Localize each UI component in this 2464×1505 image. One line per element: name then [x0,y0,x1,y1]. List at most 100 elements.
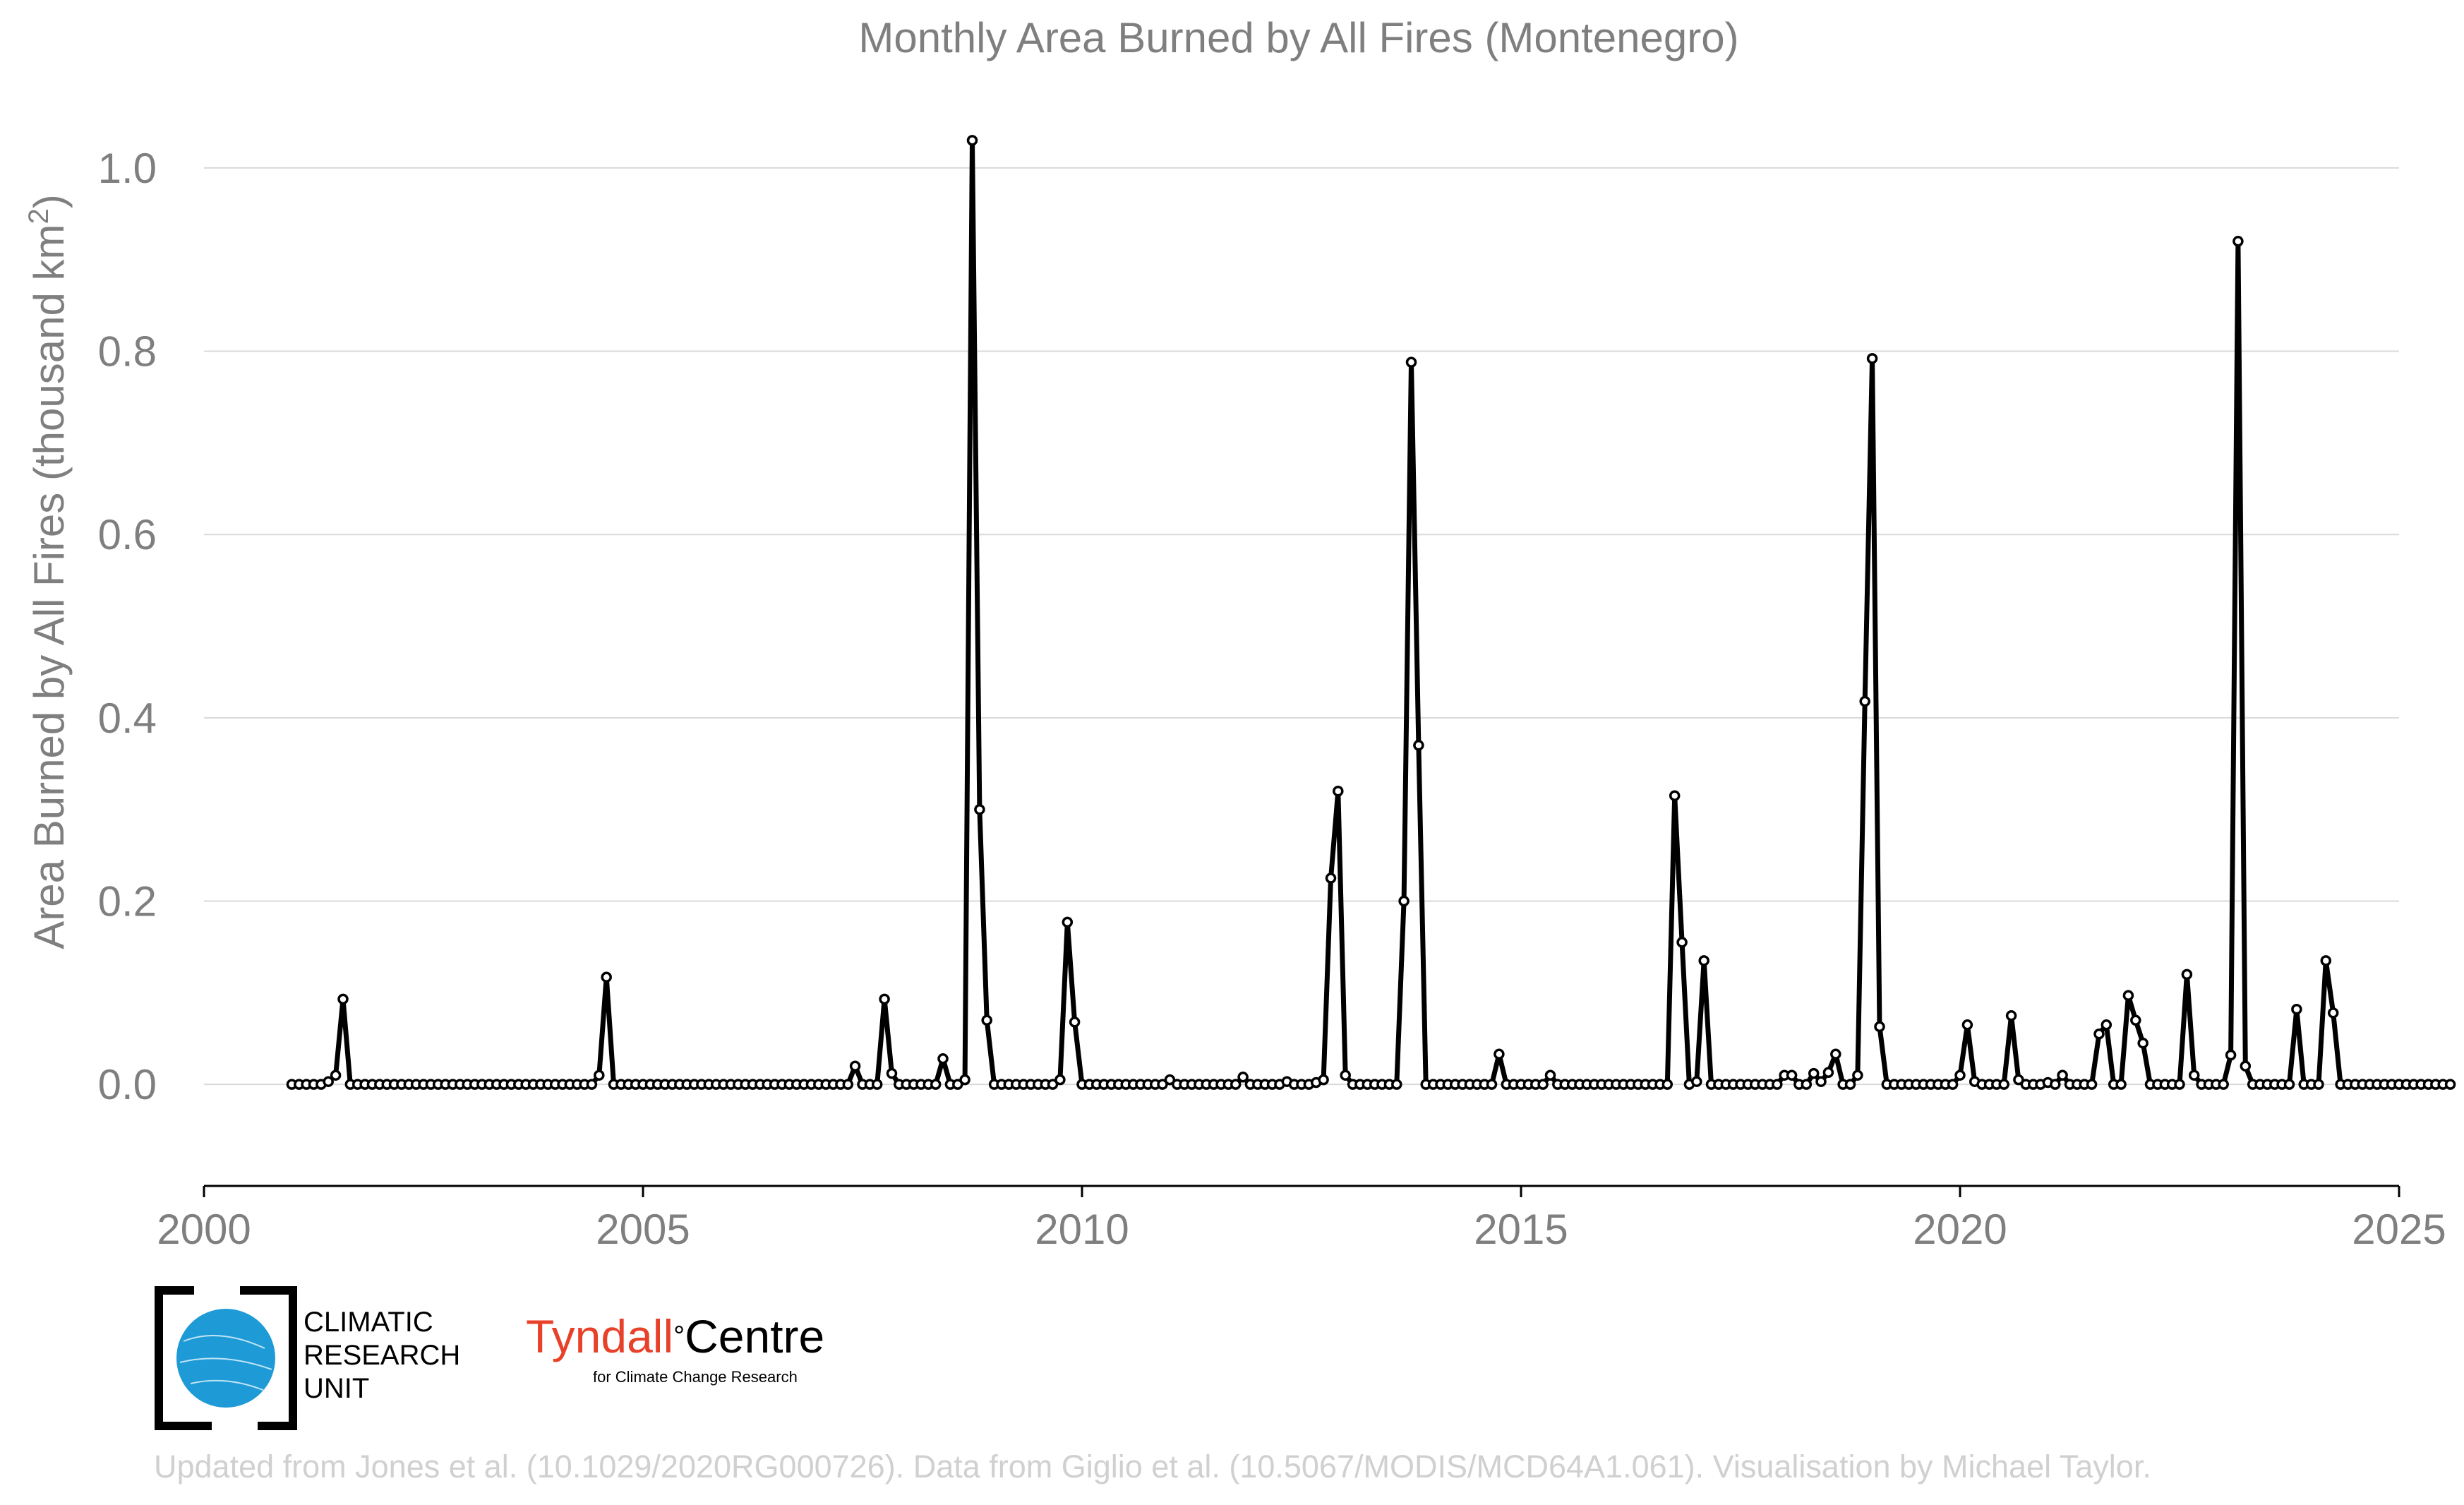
data-point [1866,353,1878,364]
y-tick-label: 1.0 [98,145,157,192]
series-points [286,135,2456,1090]
data-point [1391,1079,1402,1090]
data-point [2122,990,2134,1001]
data-point [966,135,978,146]
tyndall-red-text: Tyndall [526,1310,674,1362]
data-point [330,1069,342,1081]
y-axis-label-suffix: ) [25,194,73,208]
data-point [2327,1007,2339,1019]
data-point [1815,1076,1827,1087]
tyndall-subtitle: for Climate Change Research [593,1368,798,1386]
credit-text: Updated from Jones et al. (10.1029/2020R… [154,1449,2151,1485]
tyndall-black-text: Centre [685,1310,825,1362]
data-point [2005,1010,2017,1021]
y-tick-label: 0.4 [98,695,157,742]
data-point [1954,1069,1966,1081]
data-point [2225,1049,2237,1061]
data-point [959,1074,970,1086]
y-tick-label: 0.6 [98,511,157,558]
data-point [2115,1079,2127,1090]
data-point [981,1014,992,1026]
cru-logo: CLIMATIC RESEARCH UNIT [152,1285,519,1433]
x-tick-label: 2000 [157,1206,251,1253]
data-point [871,1079,883,1090]
data-point [1947,1079,1959,1090]
data-point [594,1069,605,1081]
data-point [1822,1067,1834,1079]
y-tick-labels: 0.0 0.2 0.4 0.6 0.8 1.0 [98,145,157,1108]
data-point [2057,1069,2068,1081]
y-axis-label-main: Area Burned by All Fires (thousand km [25,224,73,949]
data-point [930,1079,942,1090]
data-point [1844,1079,1856,1090]
data-point [2232,236,2244,247]
tyndall-wordmark: Tyndall°Centre [526,1310,825,1362]
data-point [1830,1048,1841,1060]
cru-emblem [155,1286,297,1430]
y-axis-label: Area Burned by All Fires (thousand km2) [23,194,73,949]
data-point [1398,895,1410,907]
data-point [1801,1079,1813,1090]
data-point [937,1053,949,1065]
data-point [842,1079,854,1090]
data-point [2444,1079,2456,1090]
data-point [2240,1060,2252,1072]
tyndall-degree: ° [673,1321,685,1352]
data-point [2320,955,2332,966]
x-tick-label: 2015 [1474,1206,1568,1253]
data-point [337,993,349,1005]
y-axis-label-superscript: 2 [23,208,54,224]
data-point [1544,1069,1556,1081]
cru-line2: RESEARCH [304,1340,461,1371]
data-point [2050,1079,2061,1090]
data-point [886,1067,898,1079]
data-point [323,1076,334,1087]
data-point [1405,356,1417,368]
data-point [1062,916,1074,928]
data-point [952,1079,963,1090]
data-point [586,1079,598,1090]
data-point [1486,1079,1498,1090]
data-point [1157,1079,1168,1090]
data-point [2086,1079,2098,1090]
data-point [1230,1079,1242,1090]
grid-lines [204,167,2399,1086]
data-point [2101,1019,2113,1031]
y-tick-label: 0.0 [98,1061,157,1108]
data-point [1069,1017,1081,1028]
cru-wordmark: CLIMATIC RESEARCH UNIT [304,1306,460,1405]
cru-line1: CLIMATIC [304,1307,433,1338]
data-point [2174,1079,2185,1090]
data-point [2188,1069,2200,1081]
data-point [1859,695,1870,707]
data-point [2013,1074,2024,1086]
globe-icon [176,1309,275,1408]
data-point [1772,1079,1783,1090]
data-point [2218,1079,2229,1090]
data-point [1852,1069,1863,1081]
x-axis-ticks: 2000 2005 2010 2015 2020 2025 [157,1186,2446,1253]
tyndall-logo: Tyndall°Centre for Climate Change Resear… [526,1310,825,1412]
data-point [879,993,890,1005]
data-point [1874,1021,1885,1033]
data-point [1669,790,1681,801]
chart-title: Monthly Area Burned by All Fires (Monten… [858,14,1738,61]
y-tick-label: 0.8 [98,328,157,376]
y-tick-label: 0.2 [98,877,157,925]
data-point [2313,1079,2324,1090]
data-point [1318,1074,1329,1086]
data-point [2283,1079,2295,1090]
x-tick-label: 2020 [1913,1206,2007,1253]
data-point [1054,1074,1066,1086]
data-point [1333,785,1344,797]
data-point [2181,969,2193,981]
data-point [1047,1079,1059,1090]
data-point [2130,1014,2141,1026]
data-point [1661,1079,1673,1090]
data-point [1786,1069,1798,1081]
data-point [1537,1079,1549,1090]
cru-line3: UNIT [304,1373,370,1404]
x-tick-label: 2010 [1035,1206,1129,1253]
data-point [601,971,612,983]
